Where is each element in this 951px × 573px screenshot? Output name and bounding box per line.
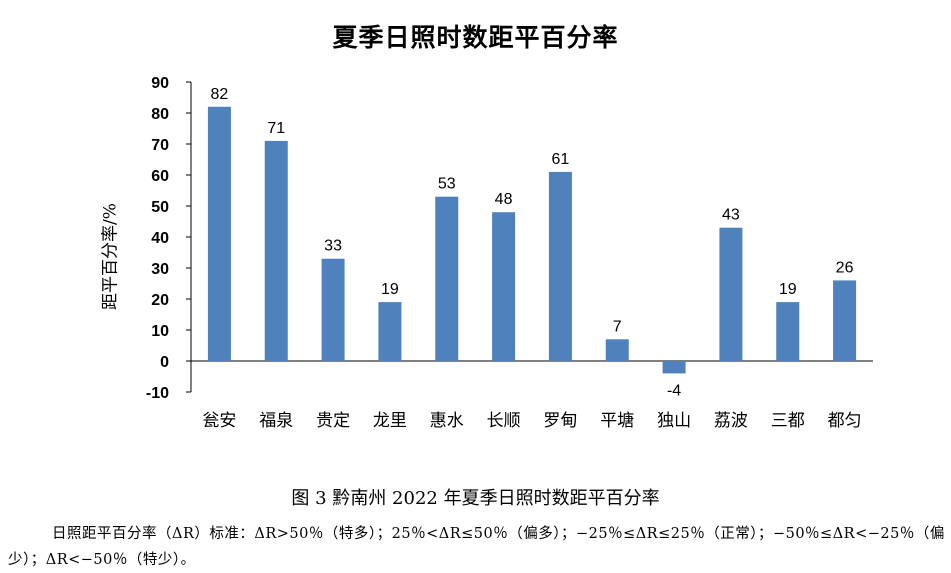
bar: [378, 302, 402, 361]
bar: [719, 227, 743, 361]
y-tick-label: 70: [151, 137, 169, 154]
y-tick-label: 0: [160, 354, 169, 371]
x-tick-label: 福泉: [259, 411, 293, 431]
classification-note: 日照距平百分率（ΔR）标准：ΔR>50％（特多）；25％<ΔR≤50％（偏多）；…: [8, 526, 945, 568]
value-label: 33: [324, 238, 342, 255]
y-tick-label: 40: [151, 230, 169, 247]
y-tick-label: 90: [151, 75, 169, 92]
x-tick-label: 瓮安: [202, 411, 236, 431]
bar: [435, 196, 459, 361]
bar: [264, 140, 288, 361]
value-label: 61: [552, 151, 570, 168]
value-label: 26: [836, 259, 854, 276]
y-ticks: -10 0 10 20 30 40 50 60 70 80 90: [146, 75, 191, 402]
bar: [605, 339, 629, 361]
axes: [190, 82, 873, 392]
chart-title: 夏季日照时数距平百分率: [332, 23, 619, 52]
x-tick-label: 三都: [771, 411, 805, 431]
x-tick-label: 贵定: [316, 411, 350, 431]
bars: [207, 106, 857, 374]
bar: [833, 280, 857, 361]
bar: [662, 361, 686, 374]
y-tick-label: 50: [151, 199, 169, 216]
value-label: 71: [267, 120, 285, 137]
value-label: 82: [211, 86, 229, 103]
y-axis-label: 距平百分率/%: [100, 203, 121, 310]
value-label: 43: [722, 207, 740, 224]
x-tick-label: 独山: [657, 411, 691, 431]
y-tick-label: 30: [151, 261, 169, 278]
bar-chart: -10 0 10 20 30 40 50 60 70 80 90 82 71 33 19 53 48 61 7 -4…: [146, 75, 873, 431]
y-tick-label: 20: [151, 292, 169, 309]
value-label: 53: [438, 176, 456, 193]
x-tick-label: 罗甸: [543, 411, 577, 431]
bar: [207, 106, 231, 361]
value-labels: 82 71 33 19 53 48 61 7 -4 43 19 26: [211, 86, 854, 400]
x-tick-label: 都匀: [828, 411, 862, 431]
bar: [492, 212, 516, 361]
value-label: 48: [495, 191, 513, 208]
value-label: 7: [613, 318, 622, 335]
x-tick-label: 龙里: [373, 411, 407, 431]
y-tick-label: -10: [146, 385, 169, 402]
value-label: 19: [381, 281, 399, 298]
x-tick-label: 长顺: [487, 411, 521, 431]
y-tick-label: 60: [151, 168, 169, 185]
figure-caption: 图 3 黔南州 2022 年夏季日照时数距平百分率: [291, 488, 660, 509]
bar: [776, 302, 800, 361]
value-label: 19: [779, 281, 797, 298]
y-tick-label: 80: [151, 106, 169, 123]
value-label: -4: [667, 382, 681, 399]
bar: [548, 171, 572, 361]
x-tick-label: 荔波: [714, 411, 748, 431]
x-labels: 瓮安 福泉 贵定 龙里 惠水 长顺 罗甸 平塘 独山 荔波 三都 都匀: [202, 411, 861, 431]
y-tick-label: 10: [151, 323, 169, 340]
bar: [321, 258, 345, 361]
x-tick-label: 平塘: [600, 411, 634, 431]
x-tick-label: 惠水: [430, 411, 464, 431]
